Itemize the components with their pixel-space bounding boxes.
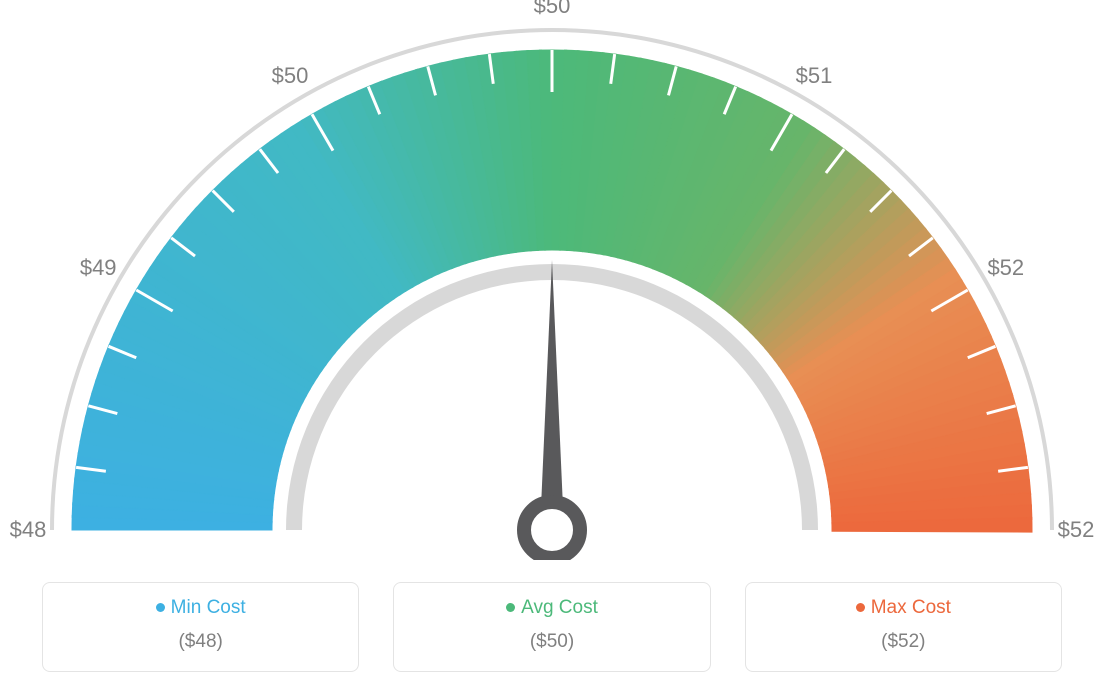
legend-label: Avg Cost bbox=[521, 597, 598, 618]
legend-title: Min Cost bbox=[53, 597, 348, 619]
gauge-tick-label: $49 bbox=[80, 255, 117, 281]
gauge-tick-label: $50 bbox=[272, 63, 309, 89]
gauge-tick-label: $48 bbox=[10, 517, 47, 543]
legend-card: Min Cost ($48) bbox=[42, 582, 359, 672]
gauge-needle bbox=[540, 260, 564, 530]
legend-label: Min Cost bbox=[171, 597, 246, 618]
legend-card: Max Cost ($52) bbox=[745, 582, 1062, 672]
legend-row: Min Cost ($48) Avg Cost ($50) Max Cost ($52) bbox=[0, 582, 1104, 672]
legend-dot-icon bbox=[506, 603, 515, 612]
legend-label: Max Cost bbox=[871, 597, 951, 618]
gauge-tick-label: $51 bbox=[796, 63, 833, 89]
legend-dot-icon bbox=[156, 603, 165, 612]
legend-title: Avg Cost bbox=[404, 597, 699, 619]
legend-title: Max Cost bbox=[756, 597, 1051, 619]
gauge-chart: $48 $49 $50 $50 $51 $52 $52 bbox=[0, 0, 1104, 560]
gauge-tick-label: $52 bbox=[1058, 517, 1095, 543]
legend-value: ($50) bbox=[404, 631, 699, 653]
gauge-svg bbox=[0, 0, 1104, 560]
gauge-tick-label: $50 bbox=[534, 0, 571, 19]
gauge-tick-label: $52 bbox=[987, 255, 1024, 281]
gauge-hub bbox=[524, 502, 580, 558]
legend-card: Avg Cost ($50) bbox=[393, 582, 710, 672]
legend-dot-icon bbox=[856, 603, 865, 612]
legend-value: ($48) bbox=[53, 631, 348, 653]
legend-value: ($52) bbox=[756, 631, 1051, 653]
